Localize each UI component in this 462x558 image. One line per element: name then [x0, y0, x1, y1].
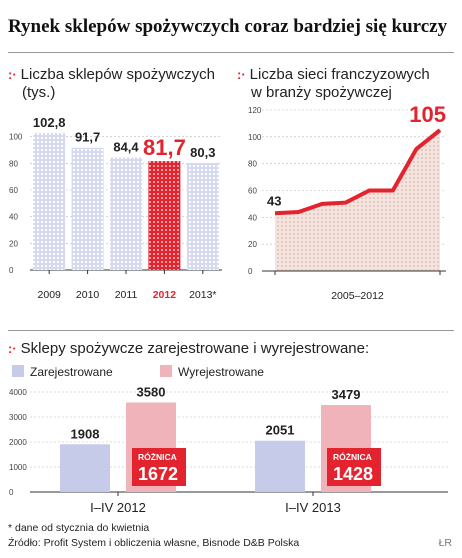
stores-title-line2: (tys.)	[22, 84, 56, 101]
legend-label: Zarejestrowane	[30, 365, 113, 379]
bar-value-label: 1908	[71, 426, 100, 441]
bar	[148, 161, 181, 270]
credit: ŁR	[438, 537, 452, 549]
y-tick-label: 3000	[9, 413, 27, 422]
infographic-title: Rynek sklepów spożywczych coraz bardziej…	[8, 16, 448, 37]
y-tick-label: 100	[248, 133, 262, 142]
bar-value-label: 80,3	[190, 145, 215, 160]
bullet-icon: :·	[8, 341, 17, 356]
bar-value-label: 84,4	[113, 139, 139, 154]
end-value-label: 105	[409, 102, 446, 127]
y-tick-label: 60	[9, 186, 18, 195]
y-tick-label: 20	[9, 239, 18, 248]
bar-value-label: 2051	[266, 423, 295, 438]
bar	[60, 444, 110, 492]
y-tick-label: 40	[9, 213, 18, 222]
registrations-chart-title: :· Sklepy spożywcze zarejestrowane i wyre…	[8, 340, 369, 358]
section-divider	[8, 330, 454, 331]
y-tick-label: 4000	[9, 388, 27, 397]
registrations-title: Sklepy spożywcze zarejestrowane i wyreje…	[20, 340, 370, 357]
x-axis-label: 2005–2012	[331, 290, 384, 302]
x-tick-label: 2011	[115, 289, 138, 301]
difference-label: RÓŻNICA	[333, 451, 372, 462]
y-tick-label: 120	[248, 106, 262, 115]
difference-value: 1428	[333, 464, 373, 484]
series-line	[274, 128, 442, 216]
start-value-label: 43	[267, 193, 281, 208]
legend-swatch	[12, 365, 24, 377]
area-fill	[275, 130, 440, 271]
difference-box	[327, 448, 381, 486]
y-tick-label: 0	[9, 266, 14, 275]
bar	[110, 157, 142, 270]
source-note: Źródło: Profit System i obliczenia własn…	[8, 537, 300, 549]
bar-value-label: 81,7	[143, 135, 186, 160]
y-tick-label: 20	[248, 240, 257, 249]
bar	[33, 132, 66, 270]
stores-chart-title: :· Liczba sklepów spożywczych (tys.)	[8, 66, 215, 102]
x-tick-label: 2013*	[189, 289, 216, 301]
legend-swatch	[160, 365, 172, 377]
y-tick-label: 0	[248, 267, 253, 276]
legend-label: Wyrejestrowane	[178, 365, 264, 379]
bar	[71, 147, 104, 270]
y-tick-label: 80	[248, 160, 257, 169]
y-tick-label: 2000	[9, 438, 27, 447]
bar-value-label: 3580	[137, 385, 166, 400]
x-tick-label: 2010	[76, 289, 100, 301]
footnote: * dane od stycznia do kwietnia	[8, 522, 150, 534]
franchise-title-line2: w branży spożywczej	[251, 84, 392, 101]
x-tick-label: 2009	[38, 289, 62, 301]
bullet-icon: :·	[8, 67, 17, 82]
difference-label: RÓŻNICA	[138, 451, 177, 462]
franchise-title-line1: Liczba sieci franczyzowych	[249, 66, 430, 83]
difference-box	[132, 448, 186, 486]
stores-title-line1: Liczba sklepów spożywczych	[20, 66, 215, 83]
bar-value-label: 102,8	[33, 115, 66, 130]
bullet-icon: :·	[237, 67, 246, 82]
x-tick-label: I–IV 2012	[90, 500, 146, 515]
bar	[255, 440, 305, 492]
difference-value: 1672	[138, 464, 178, 484]
y-tick-label: 0	[9, 488, 14, 497]
y-tick-label: 100	[9, 133, 23, 142]
bar	[186, 162, 219, 270]
x-tick-label: I–IV 2013	[285, 500, 341, 515]
y-tick-label: 40	[248, 213, 257, 222]
title-divider	[8, 52, 454, 53]
x-tick-label: 2012	[153, 289, 177, 301]
y-tick-label: 1000	[9, 463, 27, 472]
y-tick-label: 60	[248, 187, 257, 196]
franchise-chart-title: :· Liczba sieci franczyzowych w branży sp…	[237, 66, 430, 102]
bar-value-label: 91,7	[75, 130, 100, 145]
y-tick-label: 80	[9, 159, 18, 168]
bar-value-label: 3479	[332, 387, 361, 402]
